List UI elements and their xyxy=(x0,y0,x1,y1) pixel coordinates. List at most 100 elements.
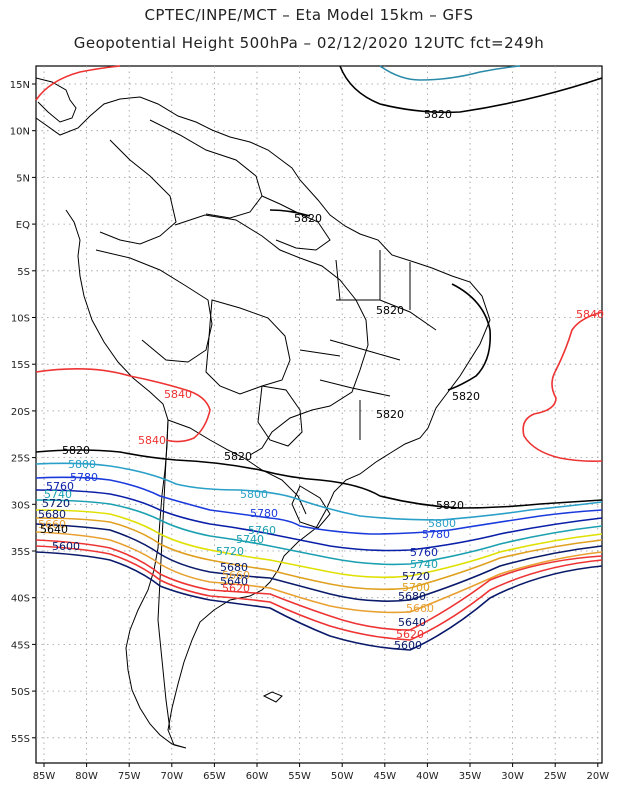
falklands xyxy=(262,691,283,703)
label-west-5780: 5780 xyxy=(70,471,98,484)
peru-border xyxy=(95,249,213,363)
label-arg-5820: 5820 xyxy=(224,450,252,463)
label-mid-5740: 5740 xyxy=(236,533,264,546)
argentina-border xyxy=(167,419,307,515)
contour-5760 xyxy=(35,489,603,552)
lat-label: 20S xyxy=(11,407,30,418)
lat-label: 30S xyxy=(11,500,30,511)
contour-5640 xyxy=(35,539,603,631)
lon-label: 75W xyxy=(118,771,141,782)
venezuela-border xyxy=(149,119,263,219)
lat-label: EQ xyxy=(16,220,30,231)
label-mid-5800: 5800 xyxy=(240,488,268,501)
lon-label: 85W xyxy=(33,771,56,782)
label-mid-5720: 5720 xyxy=(216,545,244,558)
label-east-5740: 5740 xyxy=(410,558,438,571)
label-eq-5820: 5820 xyxy=(294,212,322,225)
lat-label: 5N xyxy=(16,173,30,184)
lat-label: 45S xyxy=(11,640,30,651)
chart-title-line1: CPTEC/INPE/MCT – Eta Model 15km – GFS xyxy=(144,6,474,24)
label-west-5760: 5760 xyxy=(46,480,74,493)
lat-label: 25S xyxy=(11,454,30,465)
label-mid-5660: 5660 xyxy=(222,569,250,582)
lon-label: 20W xyxy=(586,771,609,782)
contours xyxy=(35,65,603,651)
contour-5800 xyxy=(35,462,603,521)
lon-label: 65W xyxy=(203,771,226,782)
label-mid-5640: 5640 xyxy=(220,575,248,588)
label-east-5780: 5780 xyxy=(422,528,450,541)
lat-label: 10S xyxy=(11,314,30,325)
longitude-labels: 85W 80W 75W 70W 65W 60W 55W 50W 45W 40W 35W 30W 25W 2… xyxy=(33,763,609,782)
label-west-5800: 5800 xyxy=(68,458,96,471)
lat-label: 35S xyxy=(11,547,30,558)
label-east-5800: 5800 xyxy=(428,517,456,530)
label-west-5820: 5820 xyxy=(62,444,90,457)
contour-5820-south xyxy=(35,449,603,509)
central-america-coast xyxy=(35,77,77,123)
contour-5840-andes xyxy=(35,368,211,443)
contour-5820-eq xyxy=(269,209,311,217)
guiana-border xyxy=(261,195,331,251)
label-andes-5840: 5840 xyxy=(164,388,192,401)
colombia-border xyxy=(99,139,177,245)
lon-label: 50W xyxy=(331,771,354,782)
lon-label: 70W xyxy=(160,771,183,782)
contour-5720 xyxy=(35,509,603,579)
label-west-5660: 5660 xyxy=(38,518,66,531)
chart-title-line2: Geopotential Height 500hPa – 02/12/2020 … xyxy=(73,34,545,52)
lon-label: 25W xyxy=(544,771,567,782)
lat-label: 40S xyxy=(11,594,30,605)
lon-label: 40W xyxy=(416,771,439,782)
label-east-5840: 5840 xyxy=(576,308,604,321)
contour-labels: 5820 5820 5820 5820 5840 5820 5840 5840 … xyxy=(38,108,604,652)
lat-label: 15N xyxy=(10,80,30,91)
contour-5820-ne xyxy=(447,283,492,391)
label-brazil-5820-a: 5820 xyxy=(376,304,404,317)
lat-label: 55S xyxy=(11,734,30,745)
contour-5620 xyxy=(35,545,603,641)
contour-5820-top xyxy=(339,65,603,114)
contour-5600 xyxy=(35,551,603,651)
lat-label: 10N xyxy=(10,127,30,138)
grid-lines xyxy=(36,66,602,763)
lon-label: 80W xyxy=(75,771,98,782)
south-america-coast xyxy=(35,96,491,749)
contour-5740 xyxy=(35,499,603,566)
label-ne-5820: 5820 xyxy=(452,390,480,403)
contour-5840-nw xyxy=(35,65,121,101)
lat-label: 5S xyxy=(17,267,30,278)
paraguay-border xyxy=(257,385,303,447)
lon-label: 35W xyxy=(459,771,482,782)
label-mid-5620: 5620 xyxy=(222,582,250,595)
label-east-5720: 5720 xyxy=(402,570,430,583)
label-east-5620: 5620 xyxy=(396,628,424,641)
latitude-labels: 15N 10N 5N EQ 5S 10S 15S 20S 25S 30S 35S 40S 45S 50S 5… xyxy=(10,80,36,745)
label-mid-5680: 5680 xyxy=(220,561,248,574)
label-east-5680: 5680 xyxy=(398,590,426,603)
contour-5660 xyxy=(35,531,603,614)
label-mid-5760: 5760 xyxy=(248,524,276,537)
label-mid-5780: 5780 xyxy=(250,507,278,520)
contour-5680 xyxy=(35,523,603,602)
label-west-5720: 5720 xyxy=(42,497,70,510)
label-chile-5840: 5840 xyxy=(138,434,166,447)
label-west-5680: 5680 xyxy=(38,508,66,521)
lat-label: 15S xyxy=(11,360,30,371)
contour-5800-top xyxy=(379,65,521,81)
contour-5700 xyxy=(35,517,603,591)
lat-label: 50S xyxy=(11,687,30,698)
contour-5780 xyxy=(35,476,603,535)
uruguay-border xyxy=(291,485,331,529)
label-west-5640: 5640 xyxy=(40,523,68,536)
lon-label: 30W xyxy=(501,771,524,782)
map-frame xyxy=(35,65,603,764)
contour-5840-east xyxy=(522,311,603,462)
label-west-5600: 5600 xyxy=(52,540,80,553)
lon-label: 60W xyxy=(246,771,269,782)
label-east-5820: 5820 xyxy=(436,499,464,512)
label-brazil-5820-b: 5820 xyxy=(376,408,404,421)
label-east-5640: 5640 xyxy=(398,616,426,629)
label-east-5660: 5660 xyxy=(406,602,434,615)
